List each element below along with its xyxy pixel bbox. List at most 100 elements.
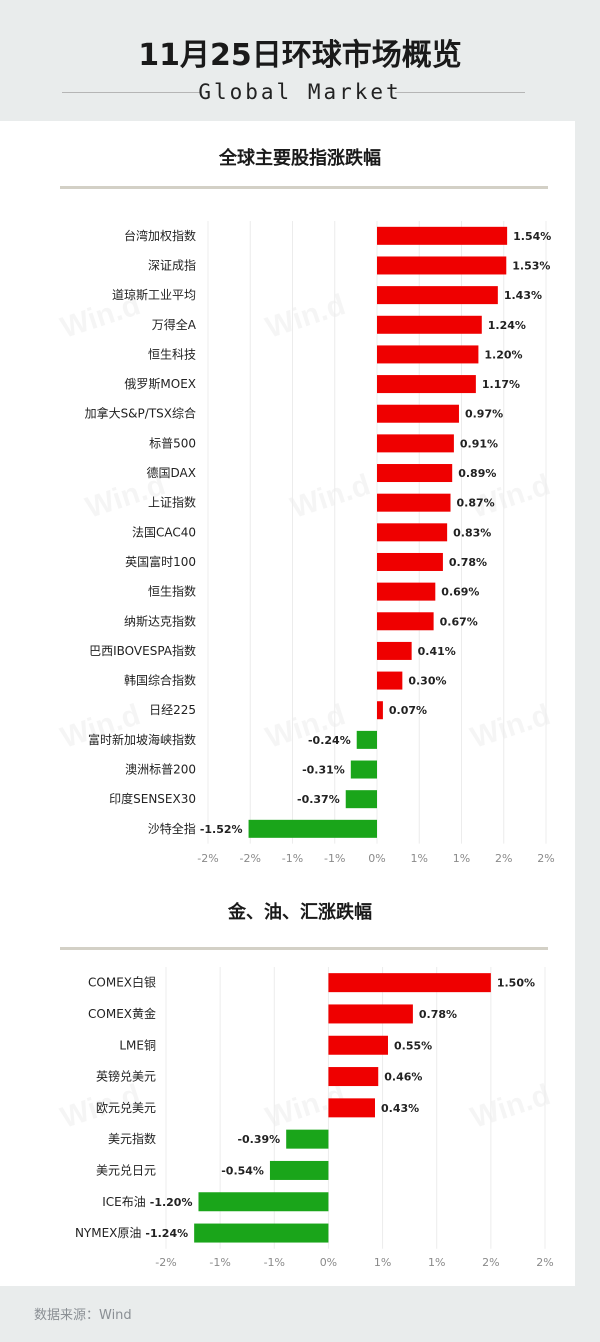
category-label: 美元兑日元 (96, 1163, 156, 1177)
data-label: 0.07% (389, 704, 427, 717)
x-tick-label: 0% (368, 852, 385, 865)
x-tick-label: 1% (428, 1256, 445, 1269)
category-label: 台湾加权指数 (124, 228, 196, 243)
category-label: 欧元兑美元 (96, 1101, 156, 1115)
bar (377, 256, 507, 275)
data-label: 1.54% (513, 230, 551, 243)
category-label: 万得全A (152, 317, 197, 332)
bar (269, 1160, 329, 1180)
bar (377, 286, 498, 305)
content-card (0, 121, 575, 1286)
x-tick-label: -2% (155, 1256, 176, 1269)
bar (328, 973, 491, 993)
x-tick-label: -1% (282, 852, 303, 865)
equity-index-bar-chart: -2% -2% -1% -1% 0% 1% 1% 2% 2% 1.54% 台湾加权指数 1.53% 深证… (85, 221, 555, 865)
bar (377, 701, 383, 720)
data-label: -1.52% (200, 823, 243, 836)
commodity-chart-rule (60, 947, 548, 950)
category-label: 澳洲标普200 (125, 763, 196, 777)
bar (328, 1004, 413, 1024)
x-tick-label: 1% (453, 852, 470, 865)
x-tick-label: -2% (197, 852, 218, 865)
x-tick-label: 2% (537, 852, 554, 865)
category-label: 上证指数 (148, 495, 196, 510)
data-label: 0.67% (440, 615, 478, 628)
bar (377, 582, 436, 601)
x-tick-label: 1% (411, 852, 428, 865)
category-label: 韩国综合指数 (124, 673, 196, 688)
bar (377, 671, 403, 690)
category-label: 日经225 (149, 703, 196, 717)
category-label: 法国CAC40 (132, 525, 196, 539)
x-tick-label: -1% (209, 1256, 230, 1269)
data-label: 0.69% (441, 586, 479, 599)
data-label: 1.24% (488, 319, 526, 332)
bar (377, 493, 451, 512)
x-tick-label: -1% (324, 852, 345, 865)
bar (248, 819, 377, 838)
data-label: 0.55% (394, 1039, 432, 1052)
data-label: 0.30% (408, 675, 446, 688)
category-label: 俄罗斯MOEX (124, 377, 196, 391)
data-label: -1.20% (150, 1196, 193, 1209)
bar (377, 375, 476, 394)
category-label: COMEX白银 (88, 975, 156, 990)
category-label: 加拿大S&P/TSX综合 (85, 406, 196, 421)
bar (286, 1129, 329, 1149)
data-label: 1.50% (497, 977, 535, 990)
commodity-chart-title: 金、油、汇涨跌幅 (228, 902, 372, 923)
subtitle-divider-left (62, 92, 200, 93)
category-label: 富时新加坡海峡指数 (88, 732, 196, 747)
data-label: 0.78% (419, 1008, 457, 1021)
category-label: COMEX黄金 (88, 1006, 156, 1021)
data-label: 0.43% (381, 1102, 419, 1115)
data-label: 0.87% (457, 497, 495, 510)
data-label: -0.24% (308, 734, 351, 747)
bar (377, 612, 434, 631)
commodity-fx-bar-chart: -2% -1% -1% 0% 1% 1% 2% 2% 1.50% COMEX白银 0.78% COME… (75, 967, 554, 1269)
bar (377, 434, 454, 453)
x-tick-label: 0% (320, 1256, 337, 1269)
data-label: -0.31% (302, 764, 345, 777)
category-label: 英国富时100 (125, 554, 196, 569)
bar (356, 730, 377, 749)
bar (198, 1192, 329, 1212)
category-label: 纳斯达克指数 (124, 613, 196, 628)
x-tick-label: 2% (536, 1256, 553, 1269)
data-label: 0.91% (460, 437, 498, 450)
page-subtitle: Global Market (198, 80, 402, 104)
data-label: 1.20% (484, 348, 522, 361)
category-label: LME铜 (119, 1037, 156, 1052)
data-source: 数据来源：Wind (34, 1308, 132, 1323)
data-label: 0.89% (458, 467, 496, 480)
category-label: 道琼斯工业平均 (112, 287, 196, 302)
bar (377, 315, 482, 334)
equity-chart-rule (60, 186, 548, 189)
data-label: 0.46% (384, 1071, 422, 1084)
bar (328, 1035, 388, 1055)
category-label: 德国DAX (147, 465, 196, 480)
data-label: 0.41% (418, 645, 456, 658)
bar (377, 552, 443, 571)
category-label: 标普500 (149, 436, 196, 450)
equity-chart-title: 全球主要股指涨跌幅 (219, 148, 381, 169)
bar (345, 790, 377, 809)
data-label: -0.54% (221, 1164, 264, 1177)
category-label: 恒生指数 (148, 584, 196, 599)
bar (328, 1067, 379, 1087)
data-label: 0.78% (449, 556, 487, 569)
bar (377, 226, 508, 245)
x-tick-label: 2% (482, 1256, 499, 1269)
bar (377, 464, 453, 483)
bar (350, 760, 377, 779)
x-tick-label: 2% (495, 852, 512, 865)
bar (377, 404, 459, 423)
data-label: 1.43% (504, 289, 542, 302)
data-label: 0.97% (465, 408, 503, 421)
bar (328, 1098, 375, 1118)
category-label: 沙特全指 (148, 821, 196, 836)
category-label: 恒生科技 (148, 347, 196, 361)
category-label: 巴西IBOVESPA指数 (89, 643, 196, 658)
bar (194, 1223, 329, 1243)
data-label: -1.24% (145, 1227, 188, 1240)
